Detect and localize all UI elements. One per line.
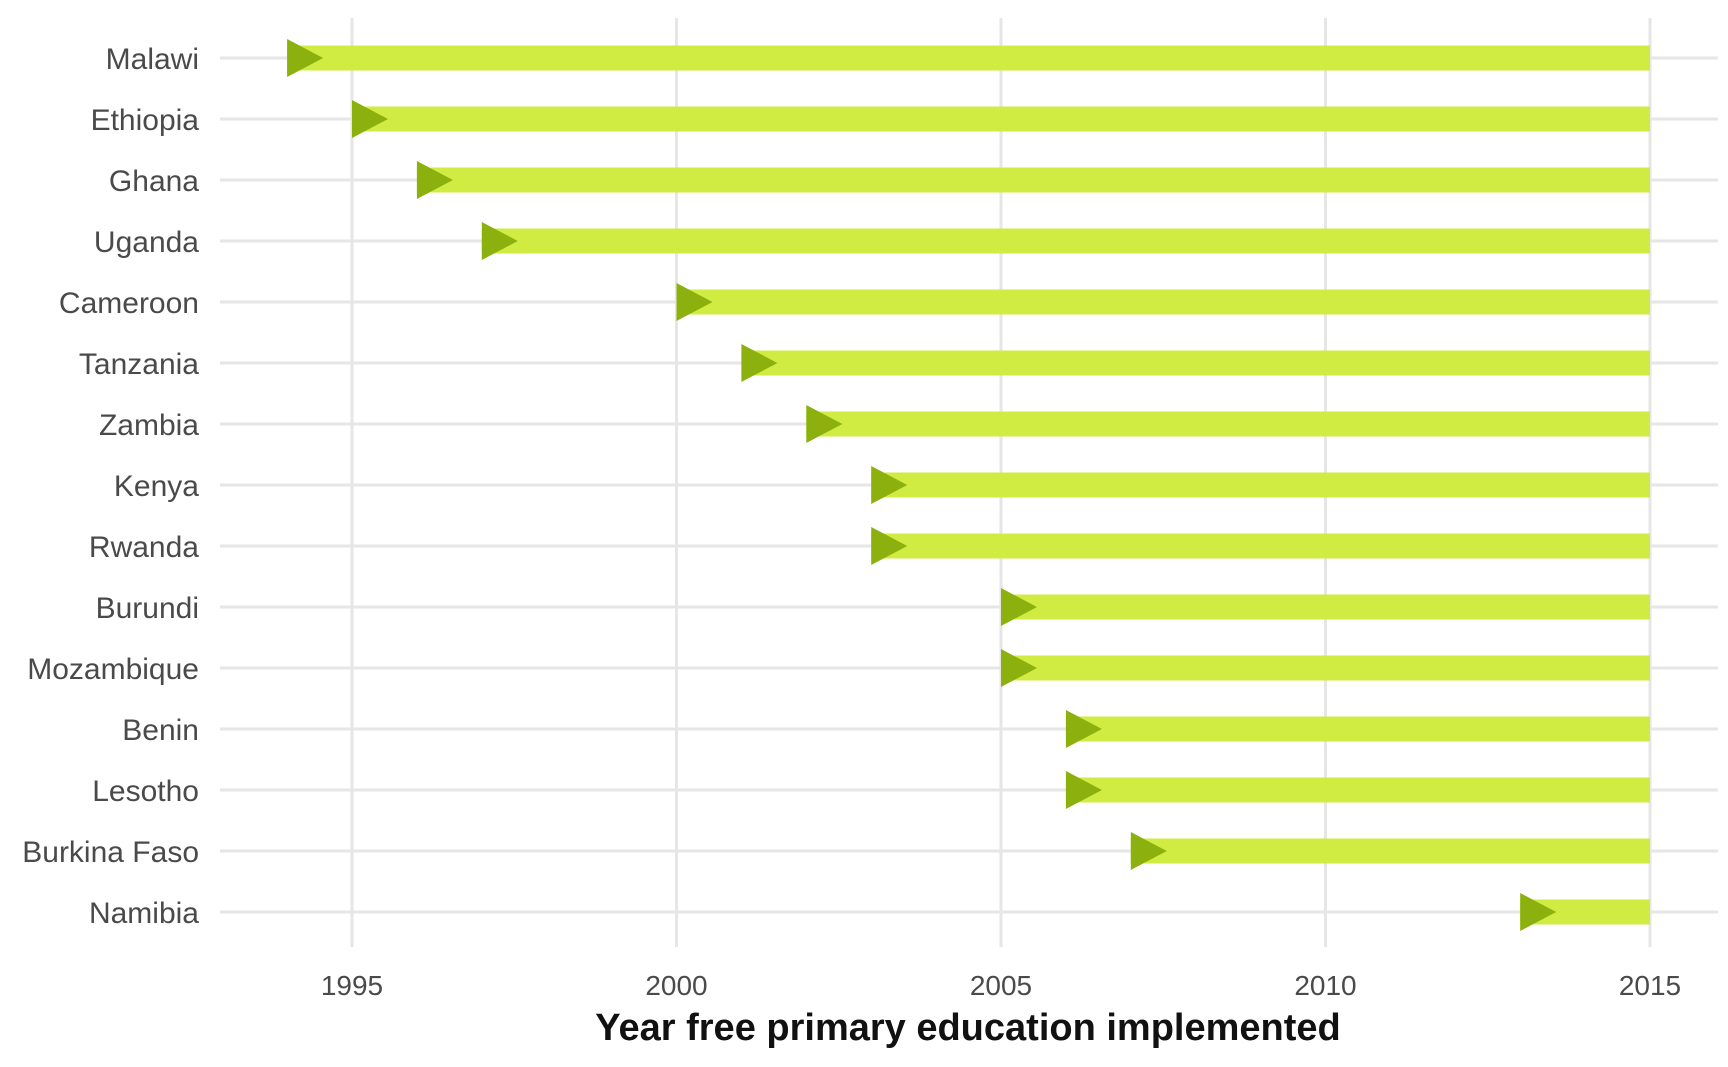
- y-category-label: Mozambique: [27, 653, 199, 686]
- bar: [481, 228, 1650, 254]
- y-category-label: Benin: [122, 714, 199, 747]
- bar: [1130, 838, 1650, 864]
- y-category-label: Ghana: [109, 165, 199, 198]
- x-tick-label: 2005: [970, 970, 1032, 1001]
- bar: [416, 167, 1650, 193]
- bar: [676, 289, 1650, 315]
- bar: [1065, 716, 1650, 742]
- bar: [1001, 655, 1650, 681]
- y-category-label: Malawi: [106, 43, 199, 76]
- x-tick-label: 2000: [645, 970, 707, 1001]
- start-marker: [1130, 832, 1167, 870]
- bar: [1001, 594, 1650, 620]
- start-marker: [676, 283, 713, 321]
- start-marker: [741, 344, 778, 382]
- y-category-label: Uganda: [94, 226, 199, 259]
- bar: [871, 472, 1650, 498]
- start-marker: [1520, 893, 1557, 931]
- bar: [871, 533, 1650, 559]
- x-axis-title: Year free primary education implemented: [595, 1007, 1341, 1049]
- start-marker: [1001, 588, 1037, 626]
- bar: [741, 350, 1650, 376]
- y-category-label: Burkina Faso: [22, 836, 199, 869]
- start-marker: [416, 161, 453, 199]
- bar: [1065, 777, 1650, 803]
- y-category-label: Rwanda: [89, 531, 199, 564]
- y-category-label: Lesotho: [92, 775, 199, 808]
- y-category-label: Kenya: [114, 470, 199, 503]
- x-axis-tick-labels: 1995 2000 2005 2010 2015: [321, 970, 1681, 1001]
- bar: [806, 411, 1650, 437]
- bars: [287, 45, 1651, 925]
- bar: [287, 45, 1651, 71]
- y-category-label: Ethiopia: [91, 104, 200, 137]
- y-category-label: Namibia: [89, 897, 199, 930]
- x-tick-label: 2010: [1294, 970, 1356, 1001]
- start-marker: [1001, 649, 1037, 687]
- y-category-label: Zambia: [99, 409, 199, 442]
- y-category-label: Tanzania: [79, 348, 199, 381]
- x-tick-label: 1995: [321, 970, 383, 1001]
- y-axis-labels: Malawi Ethiopia Ghana Uganda Cameroon Tanzani…: [22, 43, 199, 930]
- start-marker: [481, 222, 518, 260]
- x-tick-label: 2015: [1619, 970, 1681, 1001]
- bar: [352, 106, 1650, 132]
- start-marker: [287, 39, 324, 77]
- start-marker: [871, 527, 908, 565]
- start-marker: [352, 100, 388, 138]
- start-marker: [1065, 710, 1102, 748]
- y-category-label: Cameroon: [59, 287, 199, 320]
- y-category-label: Burundi: [96, 592, 199, 625]
- start-marker: [806, 405, 843, 443]
- start-marker: [871, 466, 908, 504]
- start-markers: [287, 39, 1557, 931]
- start-marker: [1065, 771, 1102, 809]
